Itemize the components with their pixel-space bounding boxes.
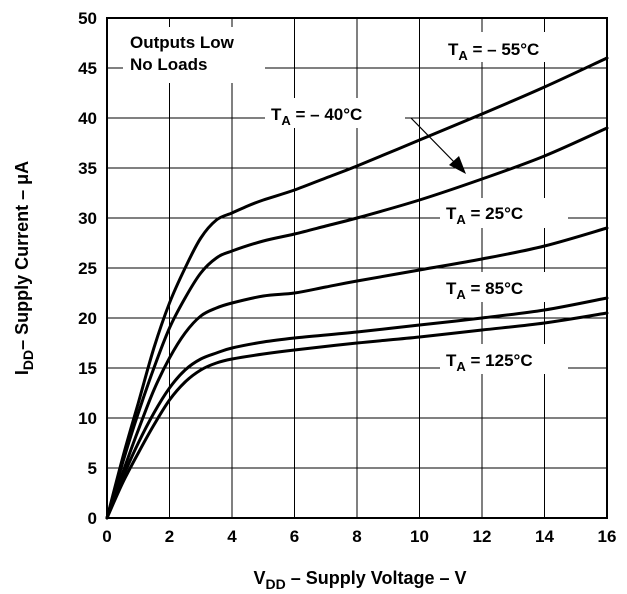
series-labels: TA = – 55°C TA = – 40°C TA = 25°C TA = 8… xyxy=(265,32,580,374)
y-tick-label: 35 xyxy=(78,159,97,178)
series-line-0 xyxy=(105,56,609,520)
x-axis-title: VDD – Supply Voltage – V xyxy=(254,568,467,592)
y-tick-label: 25 xyxy=(78,259,97,278)
label-bg-85 xyxy=(440,272,568,302)
label-bg-125 xyxy=(440,344,568,374)
x-tick-label: 12 xyxy=(473,527,492,546)
series-line-2 xyxy=(105,226,609,520)
series-line-4 xyxy=(105,311,609,520)
y-tick-label: 30 xyxy=(78,209,97,228)
x-tick-label: 6 xyxy=(290,527,299,546)
x-tick-label: 0 xyxy=(102,527,111,546)
x-tick-label: 2 xyxy=(165,527,174,546)
y-tick-label: 20 xyxy=(78,309,97,328)
y-tick-label: 5 xyxy=(88,459,97,478)
y-axis-title: IDD– Supply Current – μA xyxy=(12,161,36,375)
series-label-125: TA = 125°C xyxy=(446,351,533,374)
x-tick-label: 8 xyxy=(352,527,361,546)
series-line-1 xyxy=(105,126,609,520)
y-tick-labels: 0 5 10 15 20 25 30 35 40 45 50 xyxy=(78,9,97,528)
x-tick-label: 16 xyxy=(598,527,617,546)
label-bg-40 xyxy=(265,98,405,128)
series-label-25: TA = 25°C xyxy=(446,204,523,227)
y-tick-label: 50 xyxy=(78,9,97,28)
series-label-minus40: TA = – 40°C xyxy=(271,105,362,128)
series-line-3 xyxy=(105,296,609,520)
annotation-box: Outputs Low No Loads xyxy=(123,27,265,83)
annotation-line-2: No Loads xyxy=(130,55,207,74)
plot-frame xyxy=(106,17,608,519)
y-tick-label: 10 xyxy=(78,409,97,428)
label-bg-25 xyxy=(440,198,568,228)
x-tick-labels: 0 2 4 6 8 10 12 14 16 xyxy=(102,527,616,546)
x-tick-label: 4 xyxy=(227,527,237,546)
x-tick-label: 14 xyxy=(535,527,554,546)
label-bg-55 xyxy=(442,32,580,62)
annotation-line-1: Outputs Low xyxy=(130,33,235,52)
pointer-arrow xyxy=(410,117,466,174)
y-tick-label: 40 xyxy=(78,109,97,128)
series-label-85: TA = 85°C xyxy=(446,279,523,302)
y-tick-label: 15 xyxy=(78,359,97,378)
series-label-minus55: TA = – 55°C xyxy=(448,40,539,63)
curves xyxy=(105,56,609,520)
x-tick-label: 10 xyxy=(410,527,429,546)
y-tick-label: 45 xyxy=(78,59,97,78)
annotation-box-bg xyxy=(123,27,265,83)
y-tick-label: 0 xyxy=(88,509,97,528)
